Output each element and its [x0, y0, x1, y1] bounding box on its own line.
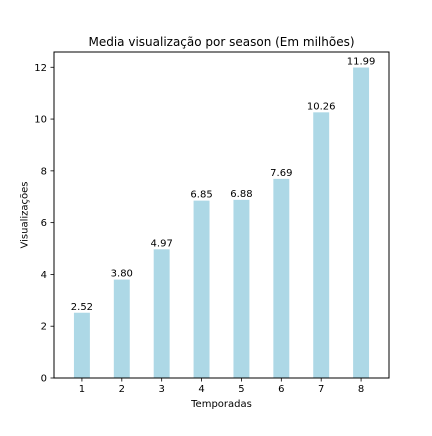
- bar-value-label: 3.80: [111, 269, 133, 280]
- bar-value-label: 6.85: [190, 190, 212, 201]
- bar: [273, 178, 290, 378]
- bar: [193, 200, 210, 378]
- x-tick-label: 3: [158, 384, 164, 395]
- x-tick-label: 7: [318, 384, 324, 395]
- bar-value-label: 6.88: [230, 189, 252, 200]
- y-tick-label: 8: [41, 166, 47, 177]
- bar: [113, 279, 130, 378]
- y-tick-label: 12: [34, 63, 47, 74]
- y-tick-label: 6: [41, 218, 47, 229]
- x-tick-label: 8: [358, 384, 364, 395]
- x-tick-label: 6: [278, 384, 284, 395]
- bar-value-label: 4.97: [151, 238, 173, 249]
- x-tick-label: 5: [238, 384, 244, 395]
- y-axis-label: Visualizações: [20, 182, 31, 249]
- y-tick-label: 2: [41, 322, 47, 333]
- x-axis-label: Temporadas: [190, 399, 252, 410]
- bar: [73, 312, 90, 378]
- y-tick-label: 4: [41, 270, 47, 281]
- x-tick-label: 4: [198, 384, 204, 395]
- bar-value-label: 10.26: [307, 101, 336, 112]
- bar: [353, 67, 370, 378]
- bar: [153, 249, 170, 378]
- bar-value-label: 7.69: [270, 168, 292, 179]
- chart-title: Media visualização por season (Em milhõe…: [88, 35, 354, 49]
- plot-frame: [53, 51, 390, 379]
- y-tick-label: 10: [34, 115, 47, 126]
- bar: [233, 199, 250, 378]
- bar-value-label: 11.99: [347, 57, 376, 68]
- x-tick-label: 2: [119, 384, 125, 395]
- y-tick-label: 0: [41, 374, 47, 385]
- bar: [313, 112, 330, 378]
- x-tick-label: 1: [79, 384, 85, 395]
- bar-value-label: 2.52: [71, 302, 93, 313]
